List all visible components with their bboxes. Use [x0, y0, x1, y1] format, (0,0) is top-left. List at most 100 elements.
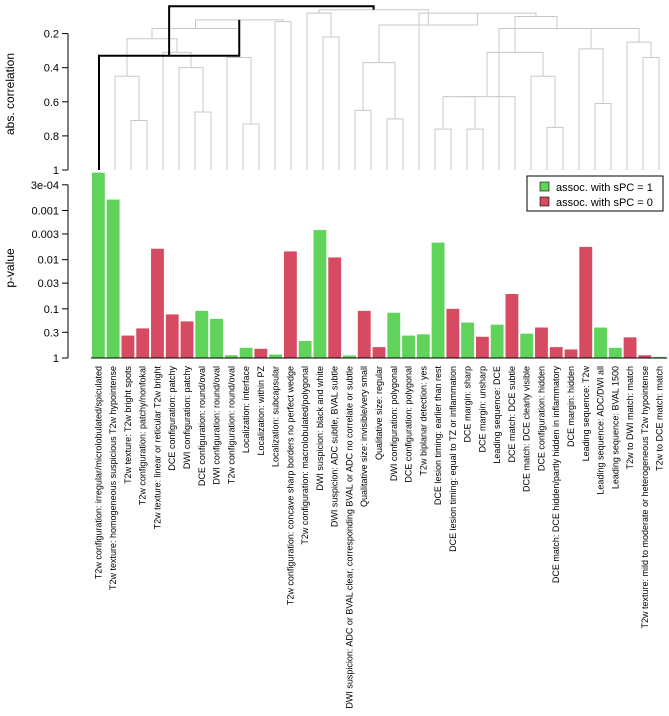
dendro-link — [162, 51, 192, 170]
x-tick-label: DCE match: DCE hidden/partly hidden in i… — [551, 366, 561, 584]
dendro-tick-label: 0.2 — [44, 29, 59, 41]
legend-swatch-spc1 — [539, 181, 550, 192]
dendro-link — [194, 111, 212, 170]
bar-19 — [357, 310, 371, 358]
x-tick-label: T2w to DWI match: match — [625, 366, 635, 470]
x-tick-label: DWI configuration: round/oval — [212, 366, 222, 485]
x-tick-label: DCE margin: sharp — [463, 366, 473, 443]
dendro-link — [594, 102, 612, 170]
bar-tick-label: 0.003 — [31, 229, 59, 241]
x-tick-label: Qualitative size: invisible/very small — [359, 366, 369, 507]
dendro-link — [195, 19, 284, 29]
legend-swatch-spc0 — [539, 196, 550, 207]
dendro-link — [242, 123, 260, 170]
bar-38 — [638, 355, 652, 358]
bar-15 — [298, 340, 312, 358]
dendro-link — [442, 96, 476, 130]
bar-39 — [653, 356, 667, 358]
bar-16 — [313, 230, 327, 358]
dendro-link — [354, 109, 372, 170]
x-tick-label: Leading sequence: T2w — [581, 366, 591, 462]
bar-series — [91, 172, 667, 359]
dendro-tick-label: 0.6 — [44, 97, 59, 109]
x-tick-label: DCE margin: unsharp — [477, 366, 487, 453]
bar-1 — [91, 172, 105, 358]
dendro-link — [274, 21, 292, 170]
dendro-link — [151, 27, 240, 58]
bar-8 — [195, 310, 209, 358]
bar-28 — [490, 324, 504, 358]
x-tick-label: Leading sequence: ADC/DWI all — [596, 366, 606, 495]
x-tick-label: T2w texture: homogeneous suspicious T2w … — [108, 366, 118, 590]
dendro-link — [386, 118, 404, 170]
dendrogram-tree — [98, 5, 660, 170]
x-tick-label: DCE lesion timing: equal to TZ or inflam… — [448, 366, 458, 552]
x-tick-label: DCE configuration: patchy — [167, 366, 177, 471]
bar-3 — [121, 335, 135, 358]
bar-22 — [402, 335, 415, 358]
x-tick-label: T2w to DCE match: match — [655, 366, 665, 471]
bar-tick-label: 3e-04 — [31, 180, 59, 192]
legend-label-spc1: assoc. with sPC = 1 — [556, 182, 653, 194]
x-tick-label: DWI suspicion: ADC subtle, BVAL subtle — [330, 366, 340, 527]
bar-5 — [151, 248, 164, 358]
bar-20 — [372, 347, 386, 358]
x-tick-label: DCE configuration: hidden — [536, 366, 546, 471]
x-tick-label: T2w configuration: patchy/nonfokal — [138, 366, 148, 505]
dendro-link — [486, 51, 544, 97]
bar-23 — [416, 334, 430, 358]
dendro-link — [466, 128, 484, 170]
dendro-link — [434, 128, 452, 170]
bar-27 — [475, 336, 489, 358]
bar-13 — [269, 354, 283, 358]
dendro-link — [530, 75, 556, 170]
x-tick-label: DWI suspicion: black and white — [315, 366, 325, 491]
dendro-link — [178, 67, 204, 170]
x-tick-label: DWI configuration: polygonal — [389, 366, 399, 481]
x-tick-label: T2w configuration: irregular/microlobula… — [93, 366, 103, 579]
bar-y-axis-label: p-value — [3, 248, 17, 288]
bar-10 — [224, 355, 238, 358]
bar-29 — [505, 294, 519, 358]
bar-21 — [387, 312, 401, 358]
dendro-link — [498, 27, 615, 170]
dendro-link — [226, 56, 252, 170]
x-tick-label: Leading sequence: DCE — [492, 366, 502, 464]
bar-26 — [461, 322, 475, 358]
x-tick-label: Localization: interface — [241, 366, 251, 453]
x-tick-label: T2w texture: linear or reticular T2w bri… — [152, 366, 162, 530]
bar-36 — [608, 347, 622, 358]
dendro-link — [418, 12, 537, 170]
bar-chart: p-value 3e-04 0.001 0.003 0.01 0.03 0.1 0.3 1 T… — [3, 172, 667, 709]
dendro-link-highlight — [168, 5, 375, 56]
bar-2 — [106, 199, 120, 358]
dendro-link — [642, 56, 660, 170]
bar-33 — [564, 349, 578, 358]
bar-11 — [239, 347, 253, 358]
bar-25 — [446, 308, 460, 358]
dendrogram-y-axis: 0.2 0.4 0.6 0.8 1 — [44, 29, 69, 177]
bar-12 — [254, 348, 268, 358]
bar-y-axis: 3e-04 0.001 0.003 0.01 0.03 0.1 0.3 1 — [31, 180, 69, 365]
dendro-link — [590, 27, 640, 49]
bar-30 — [520, 333, 534, 358]
dendro-link — [318, 9, 429, 26]
dendrogram-y-axis-label: abs. correlation — [3, 53, 17, 135]
dendro-tick-label: 1 — [53, 165, 59, 177]
x-tick-label: DCE margin: hidden — [566, 366, 576, 447]
bar-18 — [343, 355, 356, 358]
dendro-link — [578, 48, 604, 170]
x-tick-label: T2w texture: mild to moderate or heterog… — [640, 366, 650, 628]
bar-tick-label: 0.01 — [38, 255, 59, 267]
bar-17 — [328, 257, 342, 358]
x-tick-label: DWI suspicion: ADC or BVAL clear, corres… — [344, 366, 354, 709]
x-tick-label: DCE match: DCE subtle — [507, 366, 517, 463]
bar-35 — [594, 327, 607, 358]
dendrogram: abs. correlation 0.2 0.4 0.6 0.8 1 — [3, 5, 660, 177]
bar-tick-label: 1 — [53, 353, 59, 365]
bar-24 — [431, 242, 445, 358]
x-tick-label: DCE configuration: polygonal — [404, 366, 414, 483]
dendro-link — [130, 120, 148, 170]
